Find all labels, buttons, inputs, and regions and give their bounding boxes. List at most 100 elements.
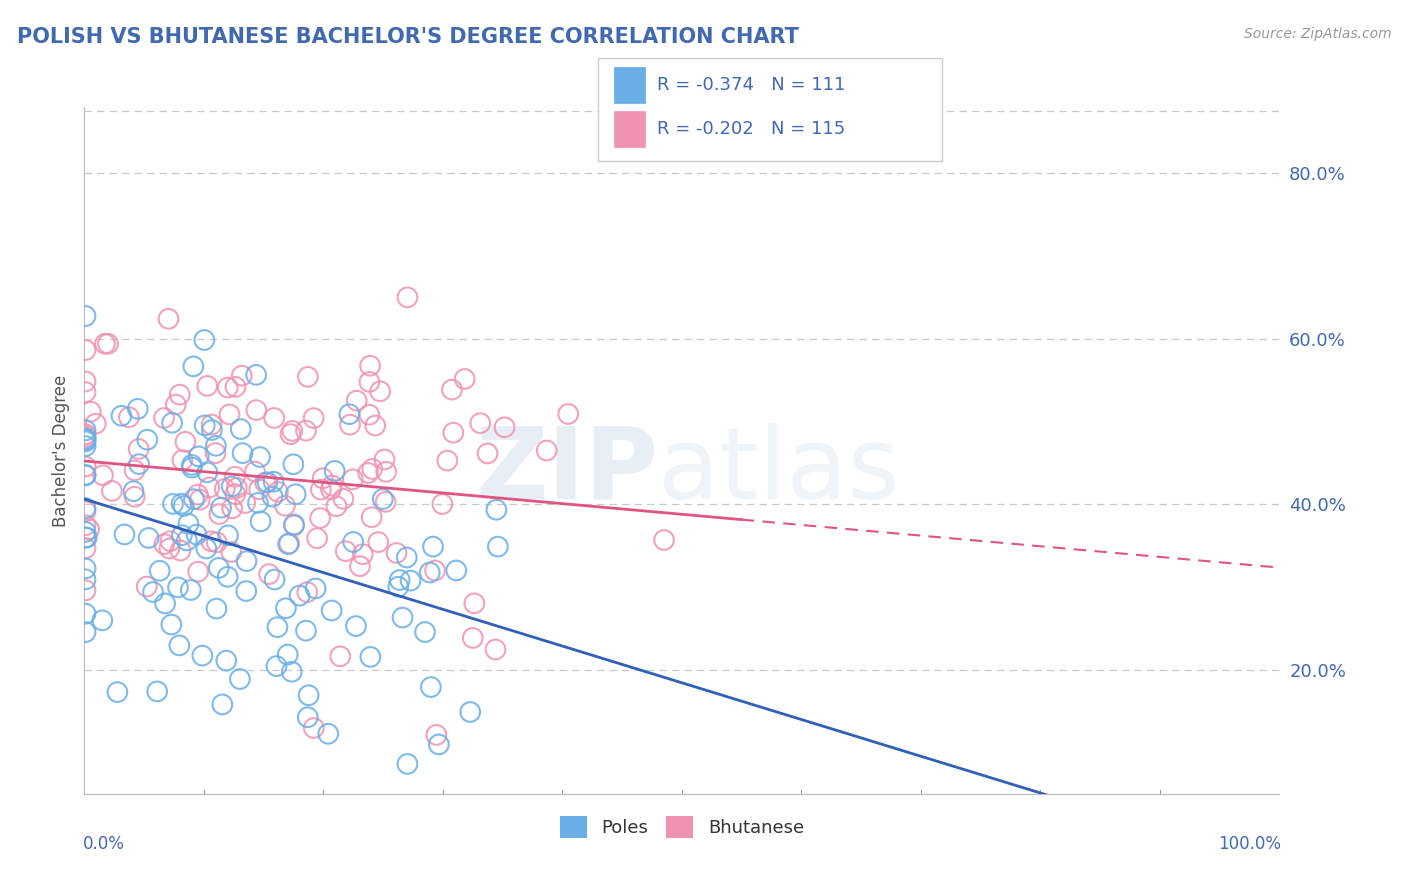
Point xyxy=(157,541,180,556)
Point xyxy=(205,601,228,615)
Point xyxy=(494,420,516,434)
Point xyxy=(180,458,202,472)
Point xyxy=(75,433,97,447)
Point xyxy=(165,398,187,412)
Point xyxy=(187,565,209,579)
Text: Source: ZipAtlas.com: Source: ZipAtlas.com xyxy=(1244,27,1392,41)
Point xyxy=(193,333,215,347)
Point xyxy=(274,499,297,513)
Point xyxy=(169,639,191,653)
Point xyxy=(75,583,97,598)
Point xyxy=(183,492,205,507)
Point xyxy=(307,531,329,545)
Point xyxy=(191,648,214,663)
Point xyxy=(249,450,271,464)
Point xyxy=(423,564,446,578)
Point xyxy=(284,487,307,501)
Point xyxy=(254,475,277,490)
Point xyxy=(169,387,191,401)
Point xyxy=(232,446,254,460)
Point xyxy=(76,531,98,545)
Point xyxy=(360,510,382,524)
Point xyxy=(142,585,165,599)
Point xyxy=(263,475,285,489)
Point xyxy=(127,401,149,416)
Point xyxy=(188,492,211,507)
Legend: Poles, Bhutanese: Poles, Bhutanese xyxy=(551,806,813,847)
Point xyxy=(441,425,464,440)
Point xyxy=(297,585,319,599)
Point xyxy=(283,457,305,471)
Point xyxy=(422,540,444,554)
Point xyxy=(211,698,233,712)
Point xyxy=(399,574,422,588)
Point xyxy=(281,424,304,438)
Point xyxy=(198,480,221,494)
Point xyxy=(325,500,347,514)
Point xyxy=(221,501,243,516)
Point xyxy=(332,491,354,506)
Point xyxy=(342,472,364,486)
Point xyxy=(219,545,242,559)
Point xyxy=(80,405,103,419)
Point xyxy=(75,625,97,640)
Text: 0.0%: 0.0% xyxy=(83,835,125,853)
Point xyxy=(427,738,450,752)
Point xyxy=(183,359,205,374)
Point xyxy=(229,672,252,686)
Point xyxy=(75,501,97,516)
Point xyxy=(75,427,97,442)
Point xyxy=(180,582,202,597)
Point xyxy=(387,580,409,594)
Point xyxy=(200,534,222,549)
Point xyxy=(101,483,124,498)
Point xyxy=(205,535,228,549)
Point xyxy=(295,624,318,638)
Point xyxy=(75,607,97,621)
Point xyxy=(267,484,290,499)
Point xyxy=(371,491,394,506)
Point xyxy=(75,518,97,533)
Point xyxy=(84,417,107,431)
Point xyxy=(245,368,267,382)
Point xyxy=(75,439,97,453)
Point xyxy=(170,528,193,542)
Point xyxy=(297,369,319,384)
Point xyxy=(344,619,367,633)
Point xyxy=(359,408,381,422)
Point xyxy=(167,580,190,594)
Point xyxy=(77,522,100,536)
Point xyxy=(316,727,339,741)
Point xyxy=(75,467,97,482)
Point xyxy=(208,507,231,521)
Point xyxy=(177,516,200,531)
Point xyxy=(374,495,396,509)
Point xyxy=(146,684,169,698)
Point xyxy=(458,705,481,719)
Point xyxy=(557,407,579,421)
Point xyxy=(364,418,387,433)
Point xyxy=(436,453,458,467)
Point xyxy=(75,468,97,483)
Point xyxy=(75,429,97,443)
Point xyxy=(277,648,299,662)
Point xyxy=(413,625,436,640)
Point xyxy=(114,527,136,541)
Point xyxy=(295,424,318,438)
Point xyxy=(446,564,468,578)
Point xyxy=(172,453,194,467)
Point xyxy=(245,403,267,417)
Point xyxy=(321,603,343,617)
Text: 100.0%: 100.0% xyxy=(1218,835,1281,853)
Point xyxy=(225,481,247,495)
Point xyxy=(75,541,97,556)
Point xyxy=(323,464,346,478)
Point xyxy=(486,540,509,554)
Point xyxy=(124,490,146,504)
Point xyxy=(160,416,183,430)
Point xyxy=(128,457,150,471)
Point xyxy=(91,613,114,627)
Point xyxy=(186,527,208,541)
Point xyxy=(349,559,371,574)
Point xyxy=(425,728,447,742)
